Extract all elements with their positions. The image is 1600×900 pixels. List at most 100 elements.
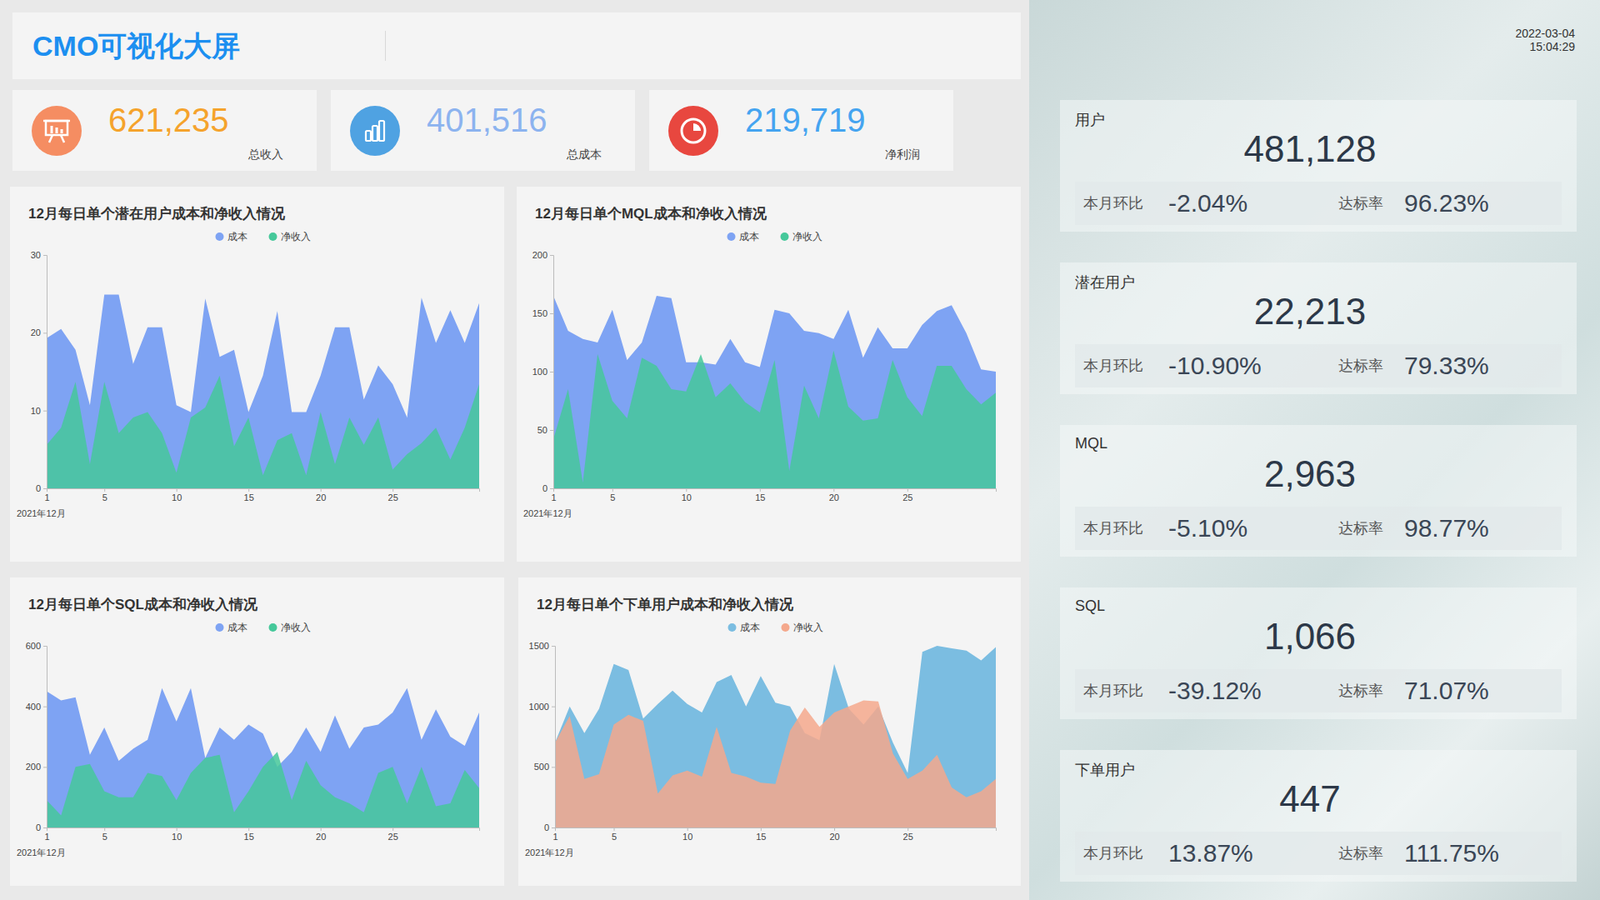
tick-mark	[551, 645, 555, 647]
metric-label: MQL	[1075, 435, 1108, 453]
tick-mark	[43, 645, 47, 647]
tick: 200	[532, 250, 554, 260]
kpi-value: 621,235	[108, 101, 230, 140]
tick-label: 20	[829, 831, 840, 842]
legend-item: 成本	[215, 621, 248, 634]
x-axis-title: 2021年12月	[523, 508, 573, 519]
x-axis: 1510152025	[44, 488, 480, 503]
tick-mark	[551, 766, 555, 768]
tick: 25	[388, 488, 399, 503]
tick-label: 15	[755, 831, 766, 842]
x-axis-line	[47, 489, 480, 493]
timestamp-date: 2022-03-04	[1416, 26, 1575, 40]
kpi-value: 401,516	[426, 101, 548, 140]
tick-label: 1	[44, 831, 50, 842]
kpi-label: 净利润	[885, 147, 920, 163]
legend-swatch	[215, 232, 225, 241]
tick: 15	[244, 827, 255, 842]
legend-swatch	[727, 232, 736, 241]
tick-label: 50	[537, 425, 548, 435]
tick-mark	[43, 766, 47, 768]
tick-label: 5	[611, 831, 617, 842]
metric-card: MQL2,963本月环比-5.10%达标率98.77%	[1060, 425, 1577, 557]
tick-label: 200	[25, 761, 41, 772]
metric-card: 潜在用户22,213本月环比-10.90%达标率79.33%	[1060, 262, 1577, 395]
tick-mark	[685, 488, 687, 492]
chart-svg: 12月每日单个下单用户成本和净收入情况151015202505001000150…	[518, 577, 1021, 886]
x-axis: 1510152025	[550, 488, 996, 503]
timestamp: 2022-03-0415:04:29	[1416, 26, 1575, 60]
metric-card: 用户481,128本月环比-2.04%达标率96.23%	[1060, 100, 1577, 232]
metric-band: 本月环比-5.10%达标率98.77%	[1075, 506, 1562, 550]
kpi-icon	[349, 105, 401, 157]
y-axis: 0102030	[30, 250, 48, 494]
legend: 成本净收入	[215, 230, 311, 243]
tick: 0	[35, 822, 47, 833]
tick: 25	[388, 827, 399, 842]
tick: 400	[25, 701, 47, 712]
tick-label: 500	[534, 761, 550, 772]
legend-label: 净收入	[280, 621, 311, 634]
kpi-card: 621,235 总收入	[12, 90, 317, 171]
dashboard-title: CMO可视化大屏	[32, 27, 240, 66]
y-axis-line	[550, 255, 555, 490]
metric-mom: -5.10%	[1168, 506, 1248, 550]
legend-swatch	[269, 623, 278, 632]
legend-label: 净收入	[280, 230, 311, 243]
tick-label: 15	[244, 831, 255, 842]
tick-mark	[760, 488, 761, 492]
tick-label: 5	[610, 492, 615, 503]
metric-mom-label: 本月环比	[1083, 506, 1144, 550]
tick-label: 400	[25, 701, 41, 712]
chart-title: 12月每日单个SQL成本和净收入情况	[28, 596, 259, 613]
tick: 1000	[529, 701, 555, 712]
legend-swatch	[215, 623, 225, 632]
tick-label: 25	[902, 492, 913, 503]
tick-label: 100	[532, 366, 548, 377]
legend-item: 净收入	[269, 230, 311, 243]
metric-band: 本月环比-10.90%达标率79.33%	[1075, 344, 1562, 388]
series-area	[46, 751, 480, 828]
chart-title: 12月每日单个潜在用户成本和净收入情况	[28, 205, 286, 222]
metric-rate: 79.33%	[1404, 344, 1490, 388]
tick-label: 15	[755, 492, 765, 503]
legend-label: 成本	[740, 621, 760, 634]
tick: 1	[44, 827, 50, 842]
tick: 100	[532, 366, 554, 377]
metric-mom-label: 本月环比	[1083, 181, 1144, 225]
plot-area	[555, 645, 996, 828]
tick-mark	[176, 488, 178, 492]
tick-mark	[614, 827, 615, 831]
tick-label: 20	[315, 831, 326, 842]
metric-label: 下单用户	[1075, 760, 1135, 780]
kpi-label: 总收入	[248, 147, 284, 163]
tick: 20	[30, 327, 47, 338]
tick-label: 1000	[529, 701, 550, 712]
tick-mark	[551, 706, 555, 708]
tick-mark	[612, 488, 614, 492]
legend: 成本净收入	[727, 230, 823, 243]
kpi-card: 219,719净利润	[649, 90, 954, 171]
legend-swatch	[728, 623, 737, 632]
tick-mark	[392, 488, 394, 492]
tick: 1	[550, 488, 556, 503]
chart-panel: 12月每日单个MQL成本和净收入情况1510152025050100150200…	[516, 186, 1021, 562]
tick-label: 0	[542, 483, 548, 494]
tick-label: 10	[30, 405, 41, 416]
tick-mark	[43, 488, 47, 490]
tick: 1	[44, 488, 50, 503]
tick-label: 25	[903, 831, 914, 842]
metric-mom-label: 本月环比	[1083, 831, 1144, 875]
tick-mark	[43, 410, 47, 412]
tick: 5	[611, 827, 617, 842]
metric-card: SQL1,066本月环比-39.12%达标率71.07%	[1060, 587, 1577, 720]
tick-label: 200	[532, 250, 548, 260]
tick: 0	[35, 483, 47, 494]
tick-label: 25	[388, 831, 399, 842]
kpi-label: 总成本	[566, 147, 602, 163]
series-area	[46, 688, 480, 828]
tick: 5	[610, 488, 615, 503]
tick-mark	[550, 313, 554, 315]
tick-mark	[104, 488, 105, 492]
header-panel: CMO可视化大屏	[12, 12, 1021, 80]
